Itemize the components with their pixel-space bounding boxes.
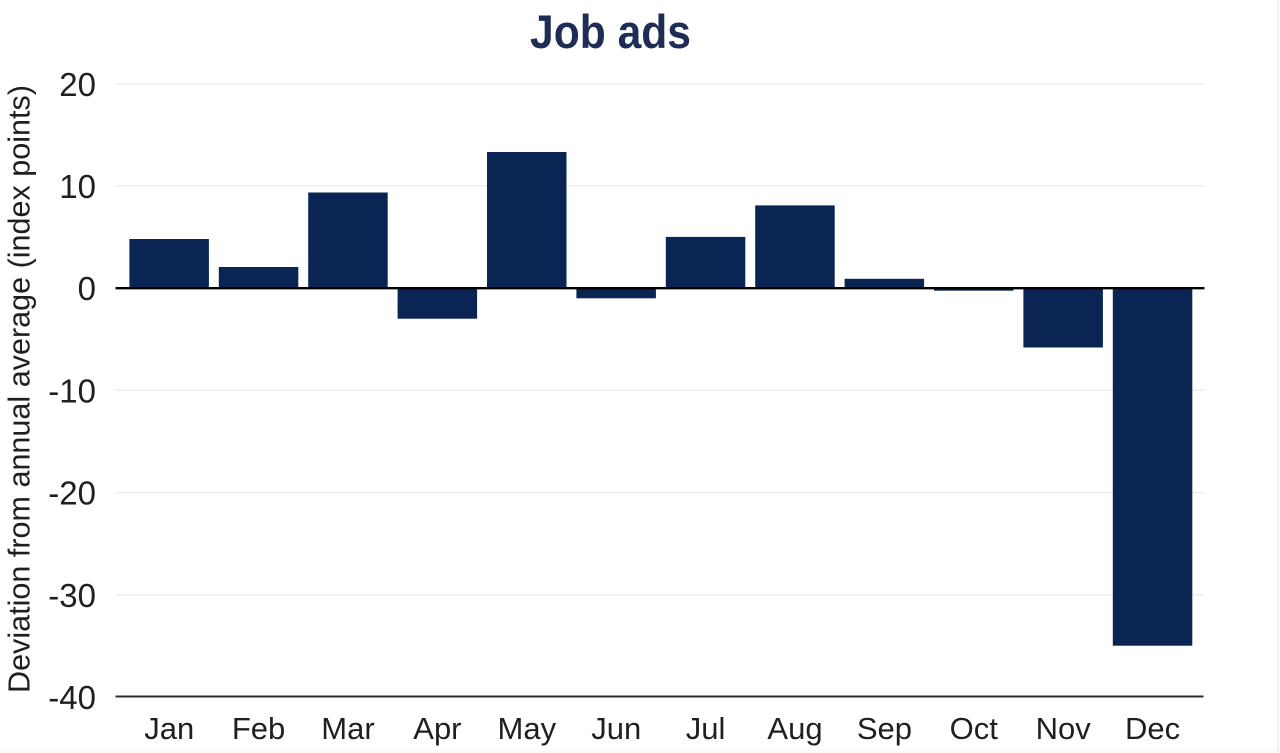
svg-text:-20: -20 <box>48 475 96 512</box>
svg-text:Sep: Sep <box>857 711 912 746</box>
svg-text:Jun: Jun <box>591 711 641 746</box>
svg-text:Dec: Dec <box>1125 711 1180 746</box>
svg-text:Aug: Aug <box>767 711 822 746</box>
svg-text:Nov: Nov <box>1036 711 1092 746</box>
svg-text:Feb: Feb <box>232 711 285 746</box>
svg-text:-30: -30 <box>48 577 96 614</box>
svg-text:Jul: Jul <box>686 711 726 746</box>
svg-text:20: 20 <box>59 66 96 103</box>
svg-text:-40: -40 <box>48 679 96 716</box>
svg-text:Oct: Oct <box>950 711 999 746</box>
svg-text:10: 10 <box>59 168 96 205</box>
svg-text:0: 0 <box>78 270 96 307</box>
svg-text:Deviation from annual average: Deviation from annual average (index poi… <box>2 85 37 693</box>
svg-text:May: May <box>498 711 557 746</box>
svg-text:Job ads: Job ads <box>530 5 691 58</box>
svg-text:Jan: Jan <box>144 711 194 746</box>
svg-text:Mar: Mar <box>321 711 374 746</box>
svg-text:Apr: Apr <box>413 711 461 746</box>
svg-text:-10: -10 <box>48 372 96 409</box>
